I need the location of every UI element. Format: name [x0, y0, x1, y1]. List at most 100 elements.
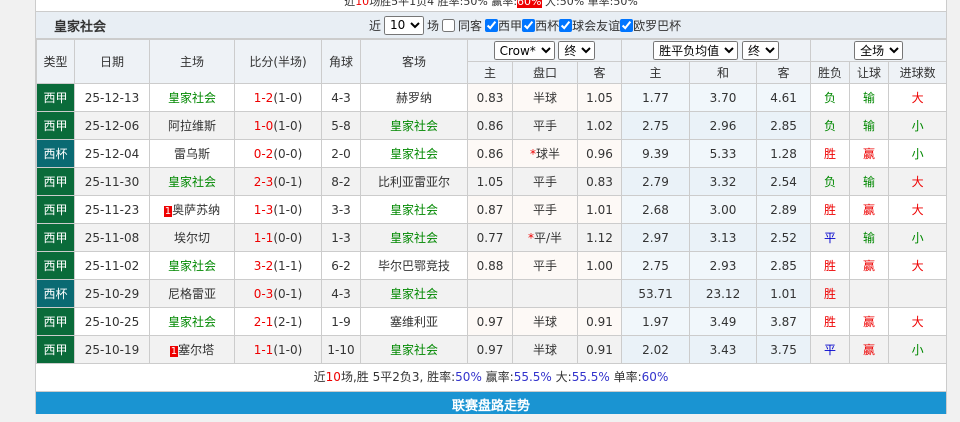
score[interactable]: 1-0(1-0): [234, 111, 322, 140]
match-type[interactable]: 西甲: [36, 83, 75, 112]
asian-away: 1.01: [576, 195, 623, 224]
score[interactable]: 2-3(0-1): [234, 167, 322, 196]
euro-odds-header: 胜平负均值 终: [621, 39, 812, 62]
euro-draw: 23.12: [689, 279, 758, 308]
home-name: 雷乌斯: [173, 147, 210, 161]
match-date: 25-10-19: [74, 335, 150, 364]
t: 10: [325, 370, 341, 384]
full-score: 1-1: [253, 230, 274, 245]
match-type[interactable]: 西甲: [36, 335, 75, 364]
table-row: 西甲 25-11-08 埃尔切 1-1(0-0) 1-3 皇家社会 0.77 *…: [36, 223, 948, 252]
home-team[interactable]: 阿拉维斯: [149, 111, 235, 140]
goals-result: 大: [888, 167, 948, 196]
home-team[interactable]: 雷乌斯: [149, 139, 235, 168]
filter-checkbox[interactable]: [559, 18, 573, 32]
home-name: 尼格雷亚: [167, 287, 216, 301]
asian-away: 0.96: [576, 139, 623, 168]
euro-home: 1.77: [621, 83, 691, 112]
scope-select[interactable]: 全场: [854, 41, 904, 60]
home-team[interactable]: 皇家社会: [149, 167, 235, 196]
t: 近: [344, 0, 356, 8]
match-type[interactable]: 西甲: [36, 111, 75, 140]
result: 平: [810, 223, 851, 252]
score[interactable]: 0-2(0-0): [234, 139, 322, 168]
t: 场,胜 5平2负3, 胜率:: [340, 370, 456, 384]
line: 平手: [532, 259, 557, 273]
home-team[interactable]: 皇家社会: [149, 83, 235, 112]
corners: 8-2: [321, 167, 361, 196]
result: 胜: [810, 139, 851, 168]
filter-label: 欧罗巴杯: [633, 18, 682, 33]
match-count-select[interactable]: 10: [384, 15, 425, 35]
half-score: (1-0): [273, 90, 303, 105]
asian-stage-select[interactable]: 终: [558, 41, 596, 60]
match-date: 25-11-23: [74, 195, 150, 224]
away-team[interactable]: 毕尔巴鄂竞技: [360, 251, 468, 280]
score[interactable]: 1-2(1-0): [234, 83, 322, 112]
away-team[interactable]: 皇家社会: [360, 195, 468, 224]
match-type[interactable]: 西杯: [36, 139, 75, 168]
euro-away: 4.61: [756, 83, 812, 112]
full-score: 1-0: [253, 118, 274, 133]
home-team[interactable]: 皇家社会: [149, 251, 235, 280]
away-team[interactable]: 皇家社会: [360, 335, 468, 364]
t: 60%: [517, 0, 542, 8]
match-type[interactable]: 西甲: [36, 251, 75, 280]
asian-home: 0.77: [467, 223, 513, 252]
score[interactable]: 0-3(0-1): [234, 279, 322, 308]
table-row: 西甲 25-10-19 1塞尔塔 1-1(1-0) 1-10 皇家社会 0.97…: [36, 335, 948, 364]
away-team[interactable]: 比利亚雷亚尔: [360, 167, 468, 196]
col-corner: 角球: [321, 39, 361, 84]
score[interactable]: 3-2(1-1): [234, 251, 322, 280]
handicap-line: 平手: [512, 111, 578, 140]
asian-home: 0.97: [467, 335, 513, 364]
euro-away: 2.54: [756, 167, 812, 196]
asian-away: 1.12: [576, 223, 623, 252]
filter-checkbox[interactable]: [485, 18, 499, 32]
away-team[interactable]: 皇家社会: [360, 223, 468, 252]
handicap-result: 赢: [849, 251, 890, 280]
home-name: 阿拉维斯: [167, 119, 216, 133]
home-name: 埃尔切: [173, 231, 210, 245]
table-row: 西甲 25-11-30 皇家社会 2-3(0-1) 8-2 比利亚雷亚尔 1.0…: [36, 167, 948, 196]
asian-home: 0.87: [467, 195, 513, 224]
home-team[interactable]: 1塞尔塔: [149, 335, 235, 364]
star-icon: *: [527, 231, 534, 245]
away-team[interactable]: 塞维利亚: [360, 307, 468, 336]
score[interactable]: 1-3(1-0): [234, 195, 322, 224]
away-team[interactable]: 皇家社会: [360, 279, 468, 308]
t: 55.5%: [571, 370, 610, 384]
same-away-checkbox[interactable]: [442, 18, 456, 32]
home-team[interactable]: 埃尔切: [149, 223, 235, 252]
filter-checkbox[interactable]: [522, 18, 536, 32]
euro-stage-select[interactable]: 终: [741, 41, 779, 60]
home-team[interactable]: 1奥萨苏纳: [149, 195, 235, 224]
match-type[interactable]: 西甲: [36, 195, 75, 224]
subcol: 让球: [849, 61, 890, 84]
away-team[interactable]: 皇家社会: [360, 111, 468, 140]
home-name: 奥萨苏纳: [172, 203, 221, 217]
away-team[interactable]: 皇家社会: [360, 139, 468, 168]
table-row: 西甲 25-10-25 皇家社会 2-1(2-1) 1-9 塞维利亚 0.97 …: [36, 307, 948, 336]
goals-result: 小: [888, 139, 948, 168]
half-score: (2-1): [273, 314, 303, 329]
away-team[interactable]: 赫罗纳: [360, 83, 468, 112]
match-type[interactable]: 西甲: [36, 167, 75, 196]
euro-select[interactable]: 胜平负均值: [653, 41, 739, 60]
home-team[interactable]: 尼格雷亚: [149, 279, 235, 308]
euro-home: 53.71: [621, 279, 691, 308]
col-home: 主场: [149, 39, 235, 84]
euro-draw: 3.43: [689, 335, 758, 364]
match-type[interactable]: 西杯: [36, 279, 75, 308]
corners: 3-3: [321, 195, 361, 224]
score[interactable]: 1-1(0-0): [234, 223, 322, 252]
match-type[interactable]: 西甲: [36, 307, 75, 336]
filter-checkbox[interactable]: [620, 18, 634, 32]
score[interactable]: 1-1(1-0): [234, 335, 322, 364]
match-type[interactable]: 西甲: [36, 223, 75, 252]
rank-badge: 1: [169, 346, 179, 357]
asian-away: 0.91: [576, 307, 623, 336]
score[interactable]: 2-1(2-1): [234, 307, 322, 336]
home-team[interactable]: 皇家社会: [149, 307, 235, 336]
company-select[interactable]: Crow*: [493, 41, 555, 60]
